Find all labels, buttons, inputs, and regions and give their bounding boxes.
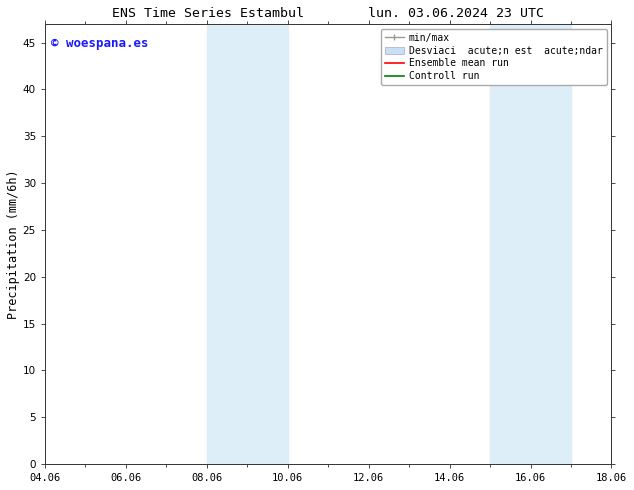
- Bar: [490, 24, 571, 464]
- Text: © woespana.es: © woespana.es: [51, 37, 148, 50]
- Y-axis label: Precipitation (mm/6h): Precipitation (mm/6h): [7, 169, 20, 319]
- Legend: min/max, Desviaci  acute;n est  acute;ndar, Ensemble mean run, Controll run: min/max, Desviaci acute;n est acute;ndar…: [380, 29, 607, 85]
- Title: ENS Time Series Estambul        lun. 03.06.2024 23 UTC: ENS Time Series Estambul lun. 03.06.2024…: [112, 7, 544, 20]
- Bar: [207, 24, 288, 464]
